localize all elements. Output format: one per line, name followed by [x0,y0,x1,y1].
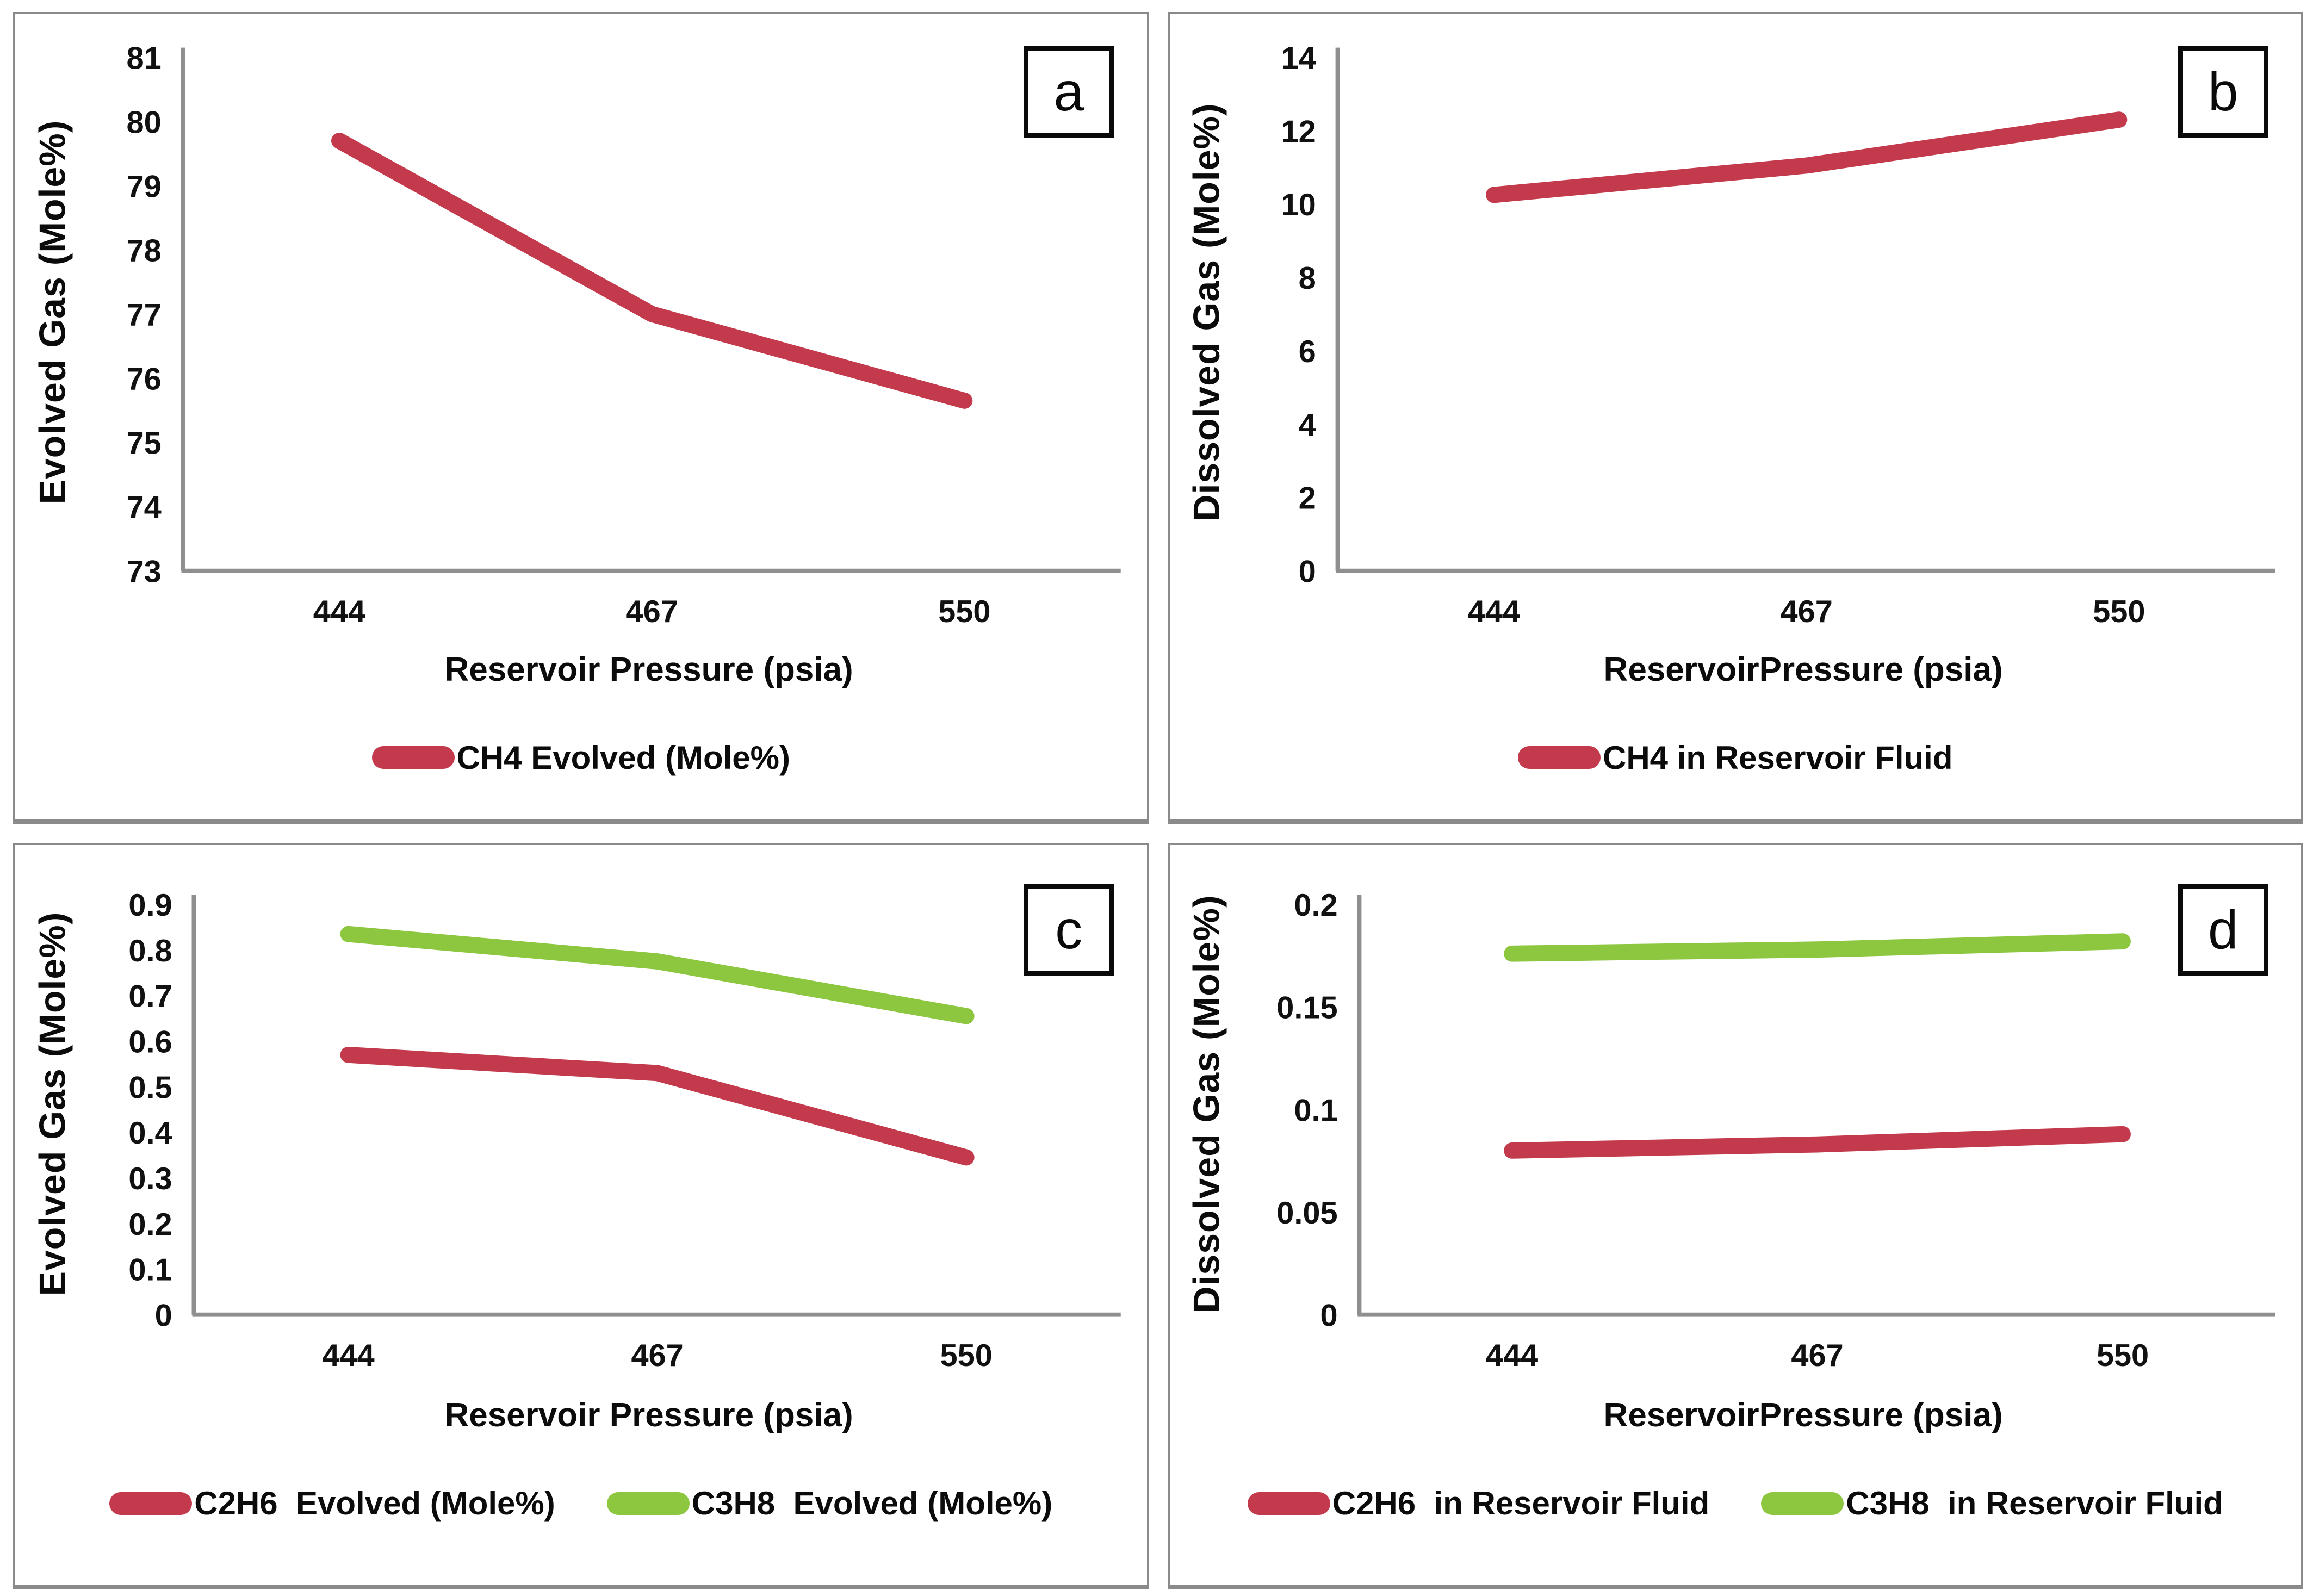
y-tick-label: 0 [1298,555,1316,589]
chart-panel-c: Evolved Gas (Mole%) 0.9 0.8 0.7 0.6 0.5 0.4 0.… [13,842,1149,1589]
legend-item: CH4 Evolved (Mole%) [371,739,790,777]
panel-letter: b [2207,61,2238,122]
legend-swatch [109,1492,193,1515]
y-tick-label: 12 [1281,114,1316,149]
x-axis-title: Reservoir Pressure (psia) [444,1396,853,1434]
y-tick-label: 0 [1320,1299,1337,1333]
plot-area: 81 80 79 78 77 76 75 74 73 444 467 550 [127,41,1121,629]
x-tick-label: 467 [631,1338,683,1373]
legend: C2H6 Evolved (Mole%) C3H8 Evolved (Mole%) [15,1485,1147,1522]
data-line-c3h8 [340,926,975,1024]
x-tick-label: 467 [625,594,678,629]
legend-label: C2H6 Evolved (Mole%) [194,1485,555,1522]
x-axis-title: Reservoir Pressure (psia) [444,650,853,688]
chart-panel-b: Dissolved Gas (Mole%) 14 12 10 8 6 4 2 0 444 467 5… [1167,12,2303,824]
y-tick-label: 0.3 [128,1162,172,1196]
y-tick-label: 0.2 [1294,888,1337,923]
legend-item: C2H6 Evolved (Mole%) [109,1485,555,1522]
x-tick-label: 550 [940,1338,993,1373]
y-tick-label: 0.05 [1276,1196,1337,1231]
legend-swatch [371,746,455,769]
y-tick-label: 10 [1281,188,1316,222]
legend: CH4 Evolved (Mole%) [15,739,1147,777]
y-tick-label: 77 [127,298,162,333]
plot-area: 0.2 0.15 0.1 0.05 0 444 467 550 [1276,888,2275,1373]
panel-letter-box: b [2178,45,2268,138]
y-tick-label: 0.4 [128,1116,172,1151]
legend-label: C3H8 Evolved (Mole%) [691,1485,1053,1522]
y-tick-label: 0.7 [128,979,172,1014]
y-tick-label: 79 [127,169,162,204]
legend-swatch [1247,1492,1330,1515]
x-axis-title: ReservoirPressure (psia) [1603,650,2003,688]
legend-item: C2H6 in Reservoir Fluid [1247,1485,1710,1522]
data-line-ch4 [1485,111,2127,203]
legend-item: C3H8 Evolved (Mole%) [606,1485,1053,1522]
legend-item: C3H8 in Reservoir Fluid [1761,1485,2223,1522]
y-tick-label: 80 [127,105,162,140]
x-tick-label: 444 [1467,594,1520,629]
y-tick-label: 8 [1298,261,1316,296]
panel-letter: c [1055,899,1083,960]
x-tick-label: 467 [1791,1338,1843,1373]
y-tick-label: 81 [127,41,162,76]
legend-swatch [1518,746,1601,769]
y-tick-label: 2 [1298,481,1316,516]
legend-item: CH4 in Reservoir Fluid [1518,739,1952,777]
chart-panel-d: Dissolved Gas (Mole%) 0.2 0.15 0.1 0.05 0 444… [1167,842,2303,1589]
panel-letter: d [2207,899,2238,960]
chart-panel-a: Evolved Gas (Mole%) 81 80 79 78 77 76 75 74 73 44… [13,12,1149,824]
legend-label: C2H6 in Reservoir Fluid [1332,1485,1710,1522]
legend-label: CH4 Evolved (Mole%) [456,739,790,776]
data-line-c2h6 [1503,1126,2131,1159]
panel-letter-box: a [1024,45,1114,138]
data-line-c2h6 [340,1046,975,1166]
x-tick-label: 550 [2096,1338,2148,1373]
y-tick-label: 4 [1298,408,1316,443]
y-tick-label: 0.1 [128,1253,172,1288]
legend-label: CH4 in Reservoir Fluid [1603,739,1953,776]
y-tick-label: 0.1 [1294,1093,1337,1128]
legend: CH4 in Reservoir Fluid [1170,739,2302,777]
legend-swatch [1761,1492,1844,1515]
data-line-c3h8 [1503,933,2131,962]
plot-area: 0.9 0.8 0.7 0.6 0.5 0.4 0.3 0.2 0.1 0 444 467 550 [128,888,1121,1373]
panel-letter-box: d [2178,883,2268,976]
x-tick-label: 444 [313,594,365,629]
legend: C2H6 in Reservoir Fluid C3H8 in Reservoir… [1170,1485,2302,1522]
panel-letter-box: c [1024,883,1114,976]
y-tick-label: 73 [127,555,162,589]
panel-letter: a [1053,61,1084,122]
y-tick-label: 78 [127,233,162,268]
data-line-ch4 [331,133,973,409]
x-tick-label: 467 [1780,594,1832,629]
y-tick-label: 0.6 [128,1025,172,1060]
y-tick-label: 0.9 [128,888,172,923]
x-tick-label: 444 [322,1338,374,1373]
x-tick-label: 550 [2093,594,2145,629]
y-tick-label: 0.2 [128,1207,172,1242]
legend-label: C3H8 in Reservoir Fluid [1846,1485,2223,1522]
y-tick-label: 0 [155,1299,172,1333]
y-tick-label: 0.5 [128,1070,172,1105]
y-tick-label: 6 [1298,334,1316,369]
y-tick-label: 74 [127,490,162,525]
x-tick-label: 444 [1485,1338,1537,1373]
x-axis-title: ReservoirPressure (psia) [1603,1396,2003,1434]
y-tick-label: 0.8 [128,934,172,968]
y-tick-label: 76 [127,362,162,397]
x-tick-label: 550 [938,594,990,629]
y-tick-label: 0.15 [1276,991,1337,1026]
legend-swatch [606,1492,690,1515]
plot-area: 14 12 10 8 6 4 2 0 444 467 550 [1281,41,2275,629]
y-tick-label: 14 [1281,41,1316,76]
y-tick-label: 75 [127,426,162,461]
